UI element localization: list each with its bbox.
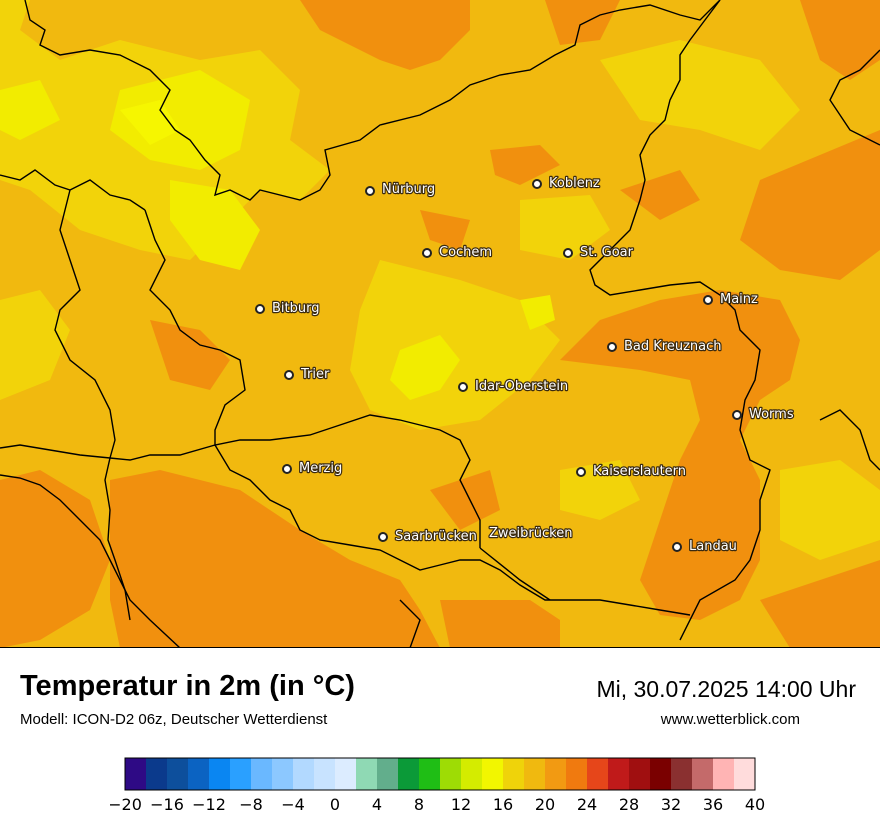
legend-swatch xyxy=(587,758,609,790)
legend-tick-label: −16 xyxy=(150,795,184,814)
legend-swatch xyxy=(671,758,693,790)
legend-tick-label: 32 xyxy=(661,795,681,814)
legend-swatch xyxy=(650,758,672,790)
model-source: Modell: ICON-D2 06z, Deutscher Wetterdie… xyxy=(20,711,328,728)
city-marker[interactable]: Saarbrücken xyxy=(378,528,478,545)
legend-ticks: −20 −16 −12 −8 −4 0 4 8 12 16 20 24 28 32 36 40 xyxy=(110,795,765,814)
legend-swatch xyxy=(314,758,336,790)
legend-tick-label: −12 xyxy=(192,795,226,814)
legend-tick-label: 36 xyxy=(703,795,723,814)
legend-swatch xyxy=(482,758,504,790)
legend-tick-label: 28 xyxy=(619,795,639,814)
legend-swatch xyxy=(188,758,210,790)
city-marker[interactable]: Idar-Oberstein xyxy=(458,378,569,395)
warm-zones xyxy=(0,0,880,648)
legend-swatch xyxy=(398,758,420,790)
legend-swatch xyxy=(524,758,546,790)
legend-swatch xyxy=(272,758,294,790)
legend-swatch xyxy=(545,758,567,790)
city-marker[interactable]: Trier xyxy=(284,366,331,383)
legend-swatch xyxy=(167,758,189,790)
legend-tick-label: 40 xyxy=(745,795,765,814)
legend-swatch xyxy=(293,758,315,790)
legend-tick-label: 8 xyxy=(414,795,424,814)
svg-text:Saarbrücken: Saarbrücken xyxy=(395,529,477,544)
svg-text:Merzig: Merzig xyxy=(299,461,342,476)
legend-swatch xyxy=(461,758,483,790)
svg-text:Nürburg: Nürburg xyxy=(382,182,435,197)
city-label-only: Zweibrücken xyxy=(488,525,574,542)
legend-swatch xyxy=(125,758,147,790)
legend-swatch xyxy=(566,758,588,790)
legend-swatch xyxy=(209,758,231,790)
legend-tick-label: −4 xyxy=(281,795,305,814)
legend-swatch xyxy=(230,758,252,790)
legend-tick-label: −20 xyxy=(110,795,142,814)
website-link[interactable]: www.wetterblick.com xyxy=(660,711,800,728)
city-marker[interactable]: St. Goar xyxy=(563,244,635,261)
color-scale-legend: −20 −16 −12 −8 −4 0 4 8 12 16 20 24 28 32 36 40 xyxy=(110,757,765,814)
legend-swatch xyxy=(377,758,399,790)
svg-text:Landau: Landau xyxy=(689,539,737,554)
legend-swatch xyxy=(503,758,525,790)
legend-frame xyxy=(124,757,756,791)
svg-text:St. Goar: St. Goar xyxy=(580,245,634,260)
forecast-datetime: Mi, 30.07.2025 14:00 Uhr xyxy=(596,676,856,702)
svg-text:Idar-Oberstein: Idar-Oberstein xyxy=(475,379,568,394)
legend-tick-label: −8 xyxy=(239,795,263,814)
svg-text:Bad Kreuznach: Bad Kreuznach xyxy=(624,339,722,354)
city-marker[interactable]: Landau xyxy=(672,538,738,555)
svg-text:Bitburg: Bitburg xyxy=(272,301,320,316)
temperature-map: Nürburg Koblenz Cochem St. Goar Mainz Bi… xyxy=(0,0,880,648)
svg-text:Koblenz: Koblenz xyxy=(549,176,600,191)
legend-swatches xyxy=(125,758,756,790)
svg-text:Mainz: Mainz xyxy=(720,292,758,307)
legend-swatch xyxy=(629,758,651,790)
city-marker[interactable]: Bad Kreuznach xyxy=(607,338,723,355)
svg-text:Zweibrücken: Zweibrücken xyxy=(489,526,572,541)
legend-tick-label: 24 xyxy=(577,795,597,814)
legend-swatch xyxy=(713,758,735,790)
legend-swatch xyxy=(335,758,357,790)
svg-text:Cochem: Cochem xyxy=(439,245,492,260)
city-marker[interactable]: Cochem xyxy=(422,244,493,261)
legend-tick-label: 16 xyxy=(493,795,513,814)
legend-swatch xyxy=(146,758,168,790)
legend-swatch xyxy=(734,758,756,790)
svg-text:Kaiserslautern: Kaiserslautern xyxy=(593,464,686,479)
legend-swatch xyxy=(692,758,714,790)
legend-swatch xyxy=(419,758,441,790)
city-marker[interactable]: Nürburg xyxy=(365,181,436,198)
city-marker[interactable]: Mainz xyxy=(703,291,759,308)
map-title: Temperatur in 2m (in °C) xyxy=(20,670,355,702)
cool-zones xyxy=(0,70,555,400)
city-marker[interactable]: Merzig xyxy=(282,460,343,477)
city-marker[interactable]: Worms xyxy=(732,406,795,423)
legend-tick-label: 0 xyxy=(330,795,340,814)
legend-tick-label: 12 xyxy=(451,795,471,814)
city-marker[interactable]: Kaiserslautern xyxy=(576,463,687,480)
borders xyxy=(0,0,880,648)
city-marker[interactable]: Koblenz xyxy=(532,175,601,192)
city-markers: Nürburg Koblenz Cochem St. Goar Mainz Bi… xyxy=(255,175,795,555)
legend-swatch xyxy=(251,758,273,790)
legend-swatch xyxy=(440,758,462,790)
city-marker[interactable]: Bitburg xyxy=(255,300,321,317)
svg-text:Worms: Worms xyxy=(749,407,794,422)
legend-tick-label: 20 xyxy=(535,795,555,814)
legend-swatch xyxy=(608,758,630,790)
legend-tick-label: 4 xyxy=(372,795,382,814)
svg-text:Trier: Trier xyxy=(300,367,330,382)
legend-swatch xyxy=(356,758,378,790)
